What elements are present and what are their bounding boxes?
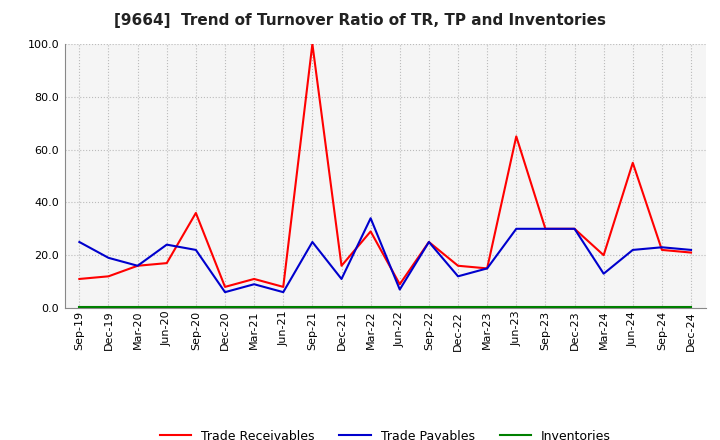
Inventories xyxy=(366,304,375,309)
Trade Receivables xyxy=(220,284,229,290)
Inventories xyxy=(483,304,492,309)
Trade Payables xyxy=(512,226,521,231)
Trade Receivables xyxy=(75,276,84,282)
Inventories xyxy=(395,304,404,309)
Line: Trade Receivables: Trade Receivables xyxy=(79,44,691,287)
Trade Payables xyxy=(220,290,229,295)
Trade Payables xyxy=(133,263,142,268)
Trade Receivables xyxy=(599,253,608,258)
Trade Receivables xyxy=(104,274,113,279)
Trade Payables xyxy=(250,282,258,287)
Trade Payables xyxy=(425,239,433,245)
Inventories xyxy=(250,304,258,309)
Inventories xyxy=(104,304,113,309)
Trade Receivables xyxy=(541,226,550,231)
Trade Receivables xyxy=(163,260,171,266)
Inventories xyxy=(192,304,200,309)
Trade Payables xyxy=(104,255,113,260)
Trade Receivables xyxy=(250,276,258,282)
Trade Payables xyxy=(629,247,637,253)
Trade Receivables xyxy=(279,284,287,290)
Trade Payables xyxy=(75,239,84,245)
Text: [9664]  Trend of Turnover Ratio of TR, TP and Inventories: [9664] Trend of Turnover Ratio of TR, TP… xyxy=(114,13,606,28)
Trade Payables xyxy=(541,226,550,231)
Inventories xyxy=(279,304,287,309)
Inventories xyxy=(629,304,637,309)
Inventories xyxy=(512,304,521,309)
Trade Receivables xyxy=(454,263,462,268)
Inventories xyxy=(687,304,696,309)
Line: Trade Payables: Trade Payables xyxy=(79,218,691,292)
Inventories xyxy=(570,304,579,309)
Inventories xyxy=(308,304,317,309)
Inventories xyxy=(337,304,346,309)
Trade Payables xyxy=(279,290,287,295)
Trade Payables xyxy=(570,226,579,231)
Trade Payables xyxy=(454,274,462,279)
Trade Payables xyxy=(337,276,346,282)
Trade Receivables xyxy=(570,226,579,231)
Trade Payables xyxy=(163,242,171,247)
Trade Receivables xyxy=(512,134,521,139)
Inventories xyxy=(163,304,171,309)
Trade Payables xyxy=(599,271,608,276)
Trade Payables xyxy=(395,287,404,292)
Trade Payables xyxy=(657,245,666,250)
Inventories xyxy=(454,304,462,309)
Trade Receivables xyxy=(366,229,375,234)
Inventories xyxy=(133,304,142,309)
Trade Receivables xyxy=(687,250,696,255)
Trade Payables xyxy=(366,216,375,221)
Trade Receivables xyxy=(425,239,433,245)
Inventories xyxy=(657,304,666,309)
Inventories xyxy=(425,304,433,309)
Trade Receivables xyxy=(629,160,637,165)
Inventories xyxy=(541,304,550,309)
Trade Receivables xyxy=(192,210,200,216)
Inventories xyxy=(75,304,84,309)
Trade Receivables xyxy=(133,263,142,268)
Trade Receivables xyxy=(308,41,317,47)
Inventories xyxy=(599,304,608,309)
Trade Payables xyxy=(687,247,696,253)
Trade Receivables xyxy=(657,247,666,253)
Trade Receivables xyxy=(337,263,346,268)
Trade Receivables xyxy=(395,282,404,287)
Trade Payables xyxy=(192,247,200,253)
Trade Receivables xyxy=(483,266,492,271)
Inventories xyxy=(220,304,229,309)
Legend: Trade Receivables, Trade Payables, Inventories: Trade Receivables, Trade Payables, Inven… xyxy=(155,425,616,440)
Trade Payables xyxy=(308,239,317,245)
Trade Payables xyxy=(483,266,492,271)
